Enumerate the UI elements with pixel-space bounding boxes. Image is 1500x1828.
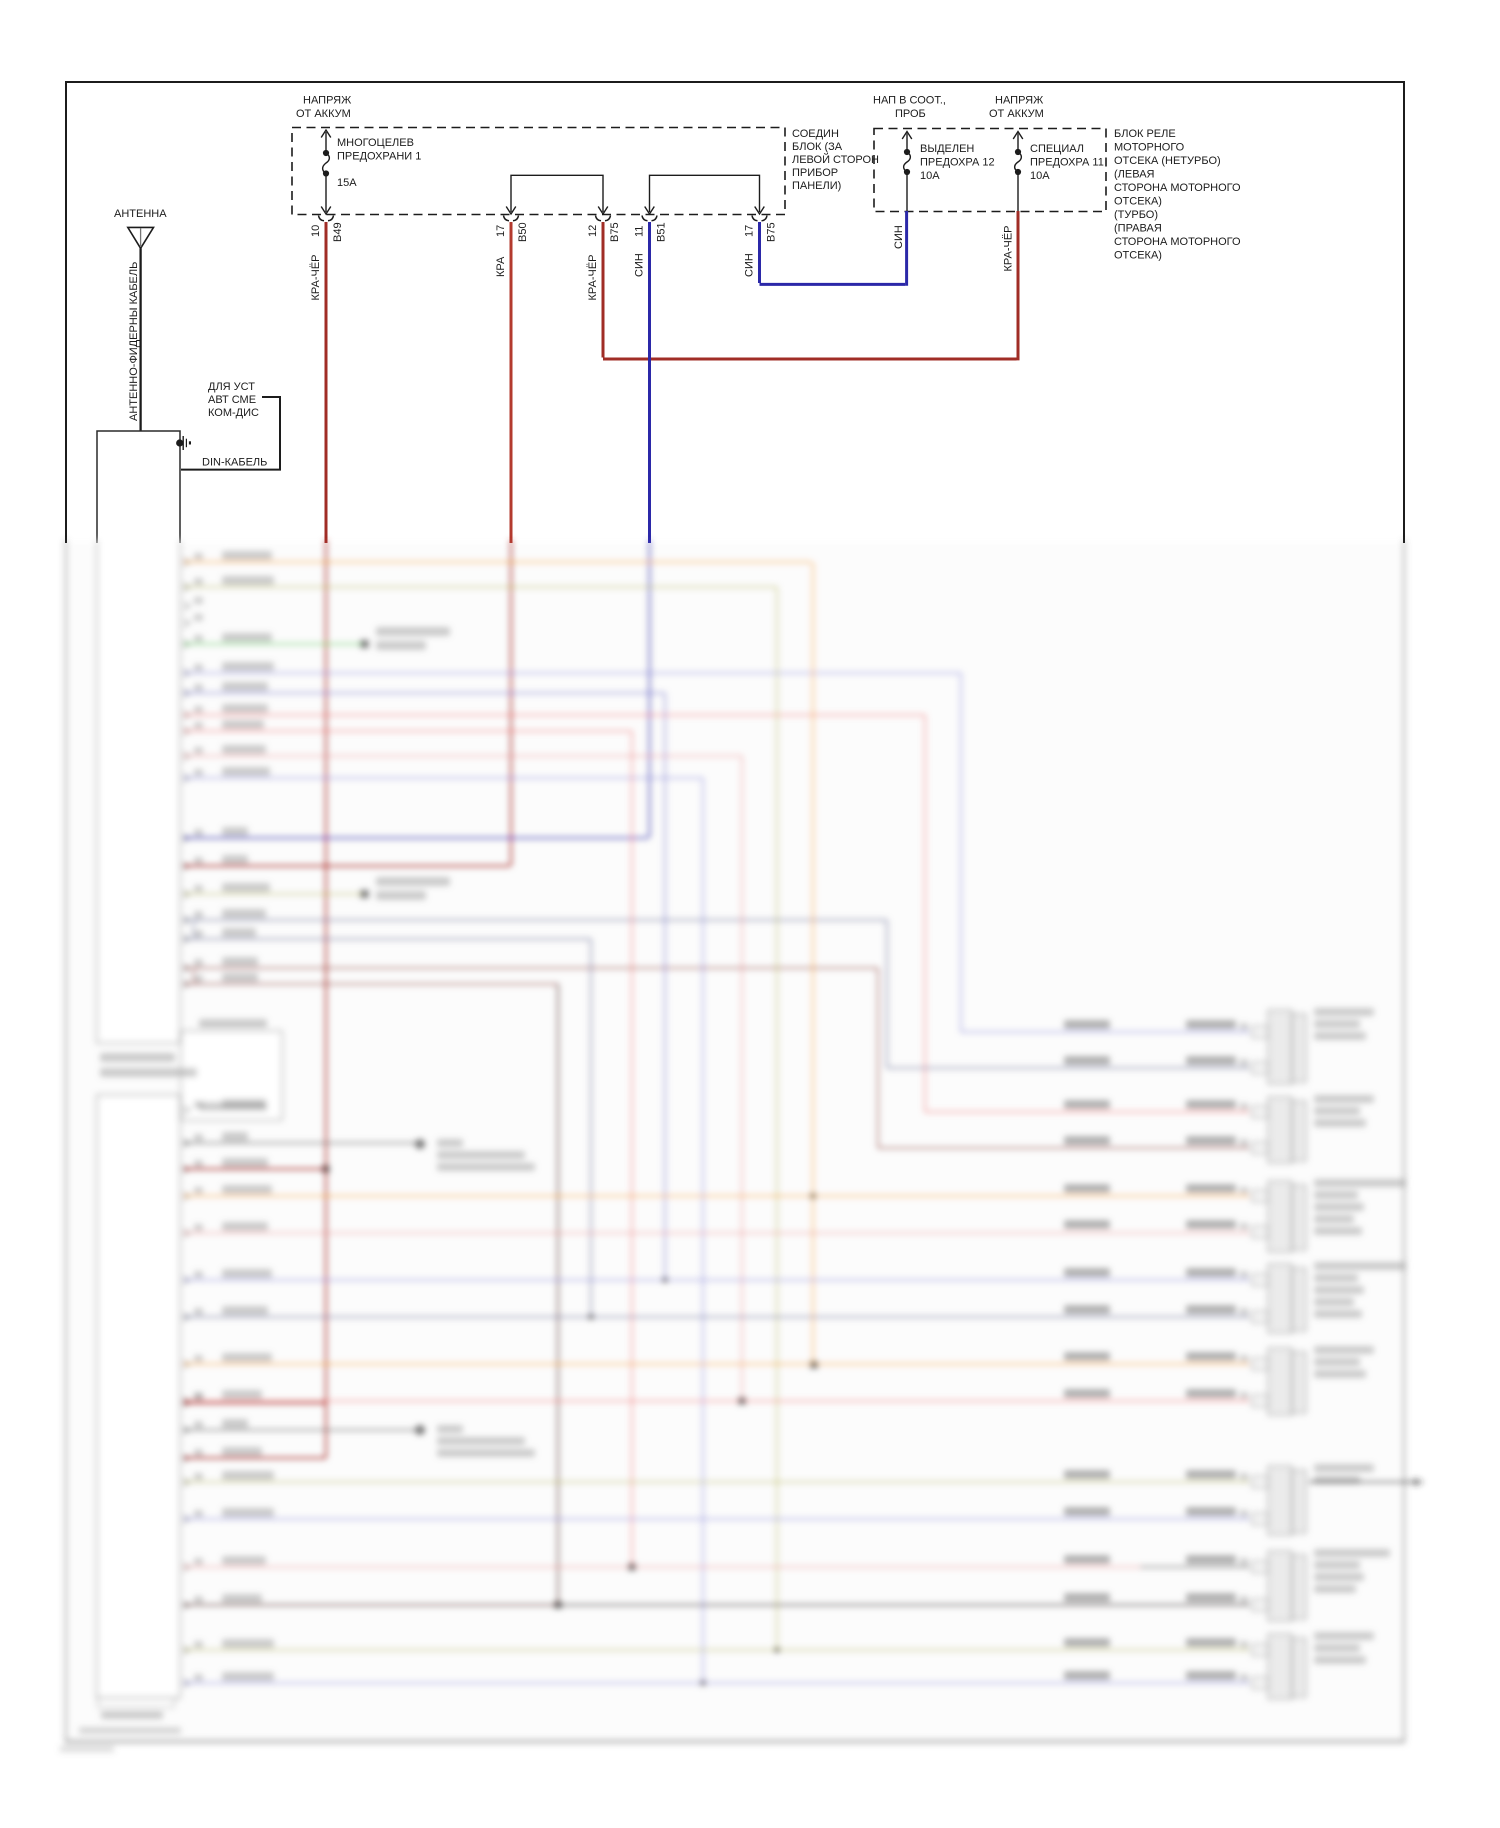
svg-text:ПРИБОР: ПРИБОР [792,167,838,179]
svg-text:ОТ АККУМ: ОТ АККУМ [989,108,1044,120]
svg-text:АВТ СМЕ: АВТ СМЕ [208,394,256,406]
svg-text:НАПРЯЖ: НАПРЯЖ [995,95,1043,107]
svg-text:ПРОБ: ПРОБ [895,108,926,120]
svg-text:B75: B75 [609,222,621,242]
svg-text:СТОРОНА МОТОРНОГО: СТОРОНА МОТОРНОГО [1114,182,1241,194]
svg-text:МНОГОЦЕЛЕВ: МНОГОЦЕЛЕВ [337,137,414,149]
svg-text:B49: B49 [332,222,344,242]
svg-text:ДЛЯ УСТ: ДЛЯ УСТ [208,381,255,393]
svg-text:ПРЕДОХРА 12: ПРЕДОХРА 12 [920,157,995,169]
svg-text:СОЕДИН: СОЕДИН [792,128,839,140]
svg-text:СИН: СИН [744,253,756,277]
svg-text:КРА-ЧЁР: КРА-ЧЁР [1003,225,1015,271]
svg-text:ОТСЕКА): ОТСЕКА) [1114,250,1162,262]
svg-text:(ЛЕВАЯ: (ЛЕВАЯ [1114,169,1155,181]
svg-text:КОМ-ДИС: КОМ-ДИС [208,407,259,419]
svg-text:B75: B75 [766,222,778,242]
svg-text:ОТСЕКА): ОТСЕКА) [1114,196,1162,208]
svg-text:БЛОК РЕЛЕ: БЛОК РЕЛЕ [1114,128,1176,140]
svg-text:ПАНЕЛИ): ПАНЕЛИ) [792,180,841,192]
svg-text:11: 11 [634,226,646,237]
svg-text:17: 17 [744,225,756,237]
svg-text:ПРЕДОХРА 11: ПРЕДОХРА 11 [1030,157,1104,169]
svg-text:12: 12 [587,225,599,237]
svg-text:АНТЕННО-ФИДЕРНЫ КАБЕЛЬ: АНТЕННО-ФИДЕРНЫ КАБЕЛЬ [128,262,140,421]
svg-text:НАПРЯЖ: НАПРЯЖ [303,95,351,107]
svg-text:ПРЕДОХРАНИ 1: ПРЕДОХРАНИ 1 [337,151,421,163]
svg-text:10: 10 [310,225,322,237]
svg-text:B51: B51 [656,222,668,242]
svg-text:СПЕЦИАЛ: СПЕЦИАЛ [1030,143,1084,155]
svg-text:СТОРОНА МОТОРНОГО: СТОРОНА МОТОРНОГО [1114,236,1241,248]
svg-text:КРА-ЧЁР: КРА-ЧЁР [587,254,599,300]
svg-text:МОТОРНОГО: МОТОРНОГО [1114,142,1185,154]
svg-text:ОТ АККУМ: ОТ АККУМ [296,108,351,120]
svg-text:DIN-КАБЕЛЬ: DIN-КАБЕЛЬ [202,457,267,469]
svg-text:(ТУРБО): (ТУРБО) [1114,209,1158,221]
svg-text:ОТСЕКА (НЕТУРБО): ОТСЕКА (НЕТУРБО) [1114,155,1221,167]
svg-text:НАП В СООТ.,: НАП В СООТ., [873,95,946,107]
svg-text:СИН: СИН [634,253,646,277]
svg-text:(ПРАВАЯ: (ПРАВАЯ [1114,223,1162,235]
svg-text:B50: B50 [517,222,529,242]
svg-text:ЛЕВОЙ СТОРОН: ЛЕВОЙ СТОРОН [792,153,879,166]
svg-text:КРА-ЧЁР: КРА-ЧЁР [310,254,322,300]
svg-text:КРА: КРА [495,256,507,277]
svg-text:АНТЕННА: АНТЕННА [114,208,167,220]
svg-text:СИН: СИН [893,225,905,249]
svg-text:10А: 10А [920,170,940,182]
svg-text:ВЫДЕЛЕН: ВЫДЕЛЕН [920,143,974,155]
svg-text:БЛОК (ЗА: БЛОК (ЗА [792,141,843,153]
svg-text:15А: 15А [337,177,357,189]
svg-text:17: 17 [495,225,507,237]
svg-text:10А: 10А [1030,170,1050,182]
